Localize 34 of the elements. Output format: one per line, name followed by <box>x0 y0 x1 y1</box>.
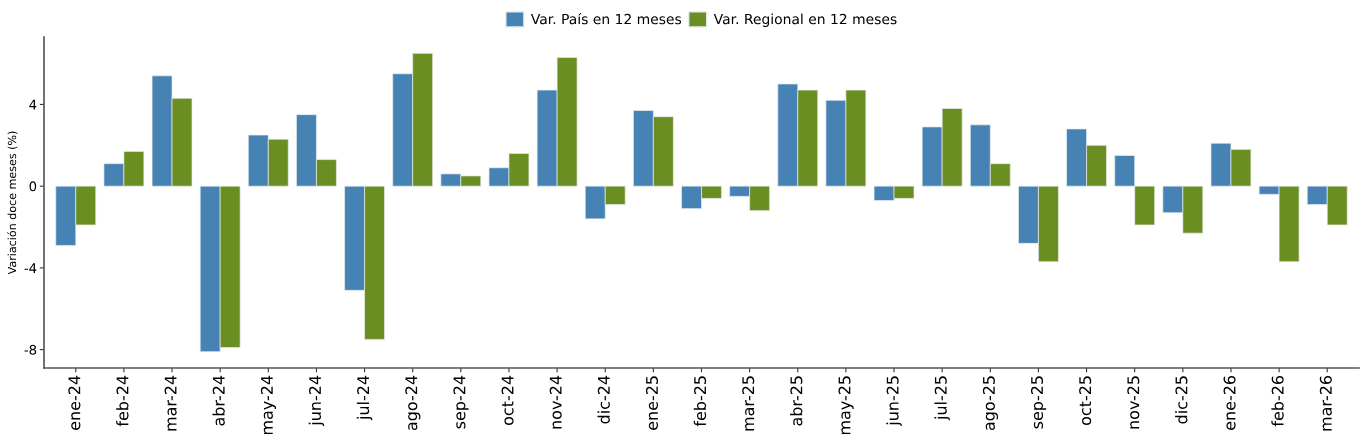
x-tick-label: mar-26 <box>1319 375 1332 431</box>
x-tick-label: dic-24 <box>597 375 610 424</box>
y-tick-label: -8 <box>24 344 37 355</box>
x-tick-label: jun-25 <box>886 376 902 426</box>
x-tick-label: feb-24 <box>116 375 129 427</box>
x-tick-label: oct-24 <box>501 375 514 425</box>
x-tick-label: ene-26 <box>1223 375 1236 430</box>
x-tick-label: may-25 <box>838 376 854 435</box>
x-tick-label: sep-25 <box>1030 376 1047 429</box>
x-tick-label: sep-24 <box>453 375 469 429</box>
x-tick-label: abr-24 <box>212 375 225 426</box>
y-tick-label: 0 <box>29 181 37 192</box>
legend-label: Var. Regional en 12 meses <box>713 13 897 27</box>
x-tick-label: nov-24 <box>549 375 562 429</box>
x-tick-label: ago-24 <box>405 375 421 431</box>
x-tick-label: ene-25 <box>645 376 658 430</box>
x-tick-label: ene-24 <box>68 375 81 430</box>
x-tick-label: mar-25 <box>742 376 755 431</box>
x-tick-label: jul-24 <box>356 375 373 421</box>
x-tick-label: dic-25 <box>1175 376 1188 424</box>
y-tick-label: 4 <box>29 99 37 110</box>
legend-label: Var. País en 12 meses <box>530 12 682 25</box>
x-tick-label: feb-26 <box>1271 375 1284 427</box>
x-tick-label: nov-25 <box>1127 376 1140 429</box>
y-tick-label: -4 <box>24 263 37 273</box>
y-axis-title: Variación doce meses (%) <box>7 131 18 275</box>
x-tick-label: jun-24 <box>308 375 325 426</box>
x-tick-label: oct-25 <box>1079 376 1092 425</box>
x-tick-label: jul-25 <box>934 376 950 421</box>
x-tick-label: abr-25 <box>790 376 803 426</box>
x-tick-label: feb-25 <box>693 376 707 427</box>
x-tick-label: mar-24 <box>164 375 177 431</box>
x-tick-label: may-24 <box>260 375 277 435</box>
x-tick-label: ago-25 <box>982 376 999 431</box>
